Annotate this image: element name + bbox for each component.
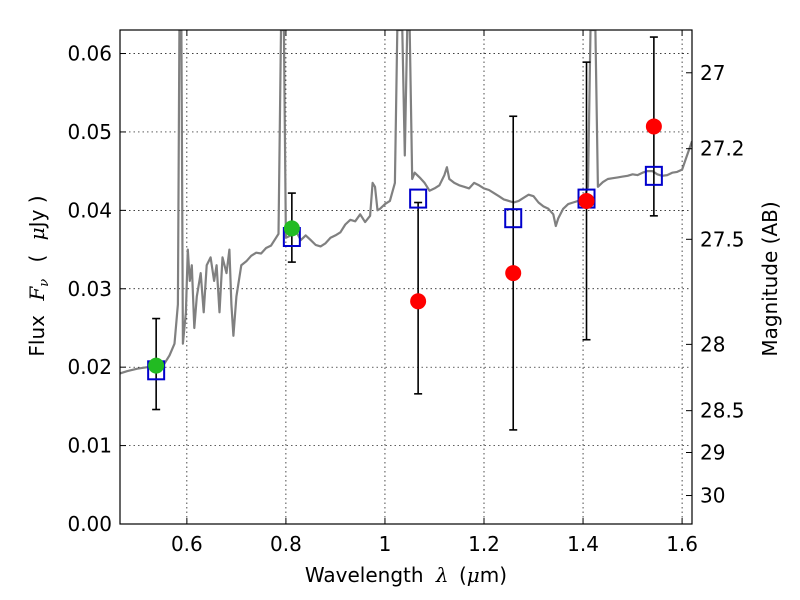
y-tick-label: 0.03 — [67, 277, 112, 301]
y-axis-label-symbol: F — [25, 286, 49, 302]
model-square — [504, 208, 523, 229]
y-tick-label: 0.04 — [67, 198, 112, 222]
model-square — [409, 188, 428, 209]
x-tick-label: 1.2 — [468, 532, 500, 556]
x-tick-label: 1 — [379, 532, 392, 556]
y2-tick-label: 28.5 — [700, 399, 745, 423]
x-tick-label: 1.6 — [666, 532, 698, 556]
spectrum-line — [120, 30, 692, 375]
y-tick-label: 0.05 — [67, 120, 112, 144]
y2-tick-label: 27.5 — [700, 227, 745, 251]
red-point — [578, 192, 595, 209]
green-point — [283, 220, 300, 237]
y-axis-label-unit-rest: Jy ) — [25, 195, 49, 229]
x-axis-label-unit-rest: m) — [480, 563, 507, 587]
x-axis-label-unit-mu: μ — [467, 563, 480, 587]
x-axis-label-text: Wavelength — [305, 563, 424, 587]
red-point — [410, 293, 427, 310]
model-square — [644, 165, 663, 186]
y-tick-label: 0.01 — [67, 434, 112, 458]
y-axis-label-unit-open: ( — [25, 255, 49, 263]
x-tick-label: 1.4 — [567, 532, 599, 556]
y-axis-label-subscript: ν — [37, 279, 52, 287]
y2-tick-label: 30 — [700, 484, 725, 508]
x-tick-label: 0.8 — [270, 532, 302, 556]
y2-tick-label: 27 — [700, 61, 725, 85]
green-point — [148, 357, 165, 374]
y-tick-label: 0.00 — [67, 512, 112, 536]
y-axis-label-unit-mu: μ — [25, 227, 49, 240]
x-tick-label: 0.6 — [171, 532, 203, 556]
y2-tick-label: 27.2 — [700, 137, 745, 161]
y-axis-label-prefix: Flux — [25, 315, 49, 357]
red-point — [645, 118, 662, 135]
y-axis-label: Flux Fν ( μJy ) — [25, 195, 53, 356]
y-tick-label: 0.02 — [67, 355, 112, 379]
spectrum-layer — [120, 30, 692, 375]
y2-axis-label: Magnitude (AB) — [758, 201, 782, 356]
x-axis-label: Wavelength λ (μm) — [305, 563, 507, 587]
y2-tick-label: 28 — [700, 332, 725, 356]
x-axis-label-unit-open: ( — [459, 563, 467, 587]
photometry-points — [148, 118, 662, 374]
axis-ticks: 0.6 0.8 1 1.2 1.4 1.6 0.00 0.01 0.02 0.03 0.04 0.05… — [67, 30, 745, 556]
y2-tick-label: 29 — [700, 440, 725, 464]
red-point — [505, 265, 522, 282]
y-tick-label: 0.06 — [67, 42, 112, 66]
x-axis-label-symbol: λ — [435, 563, 449, 587]
plot-frame — [119, 29, 693, 525]
